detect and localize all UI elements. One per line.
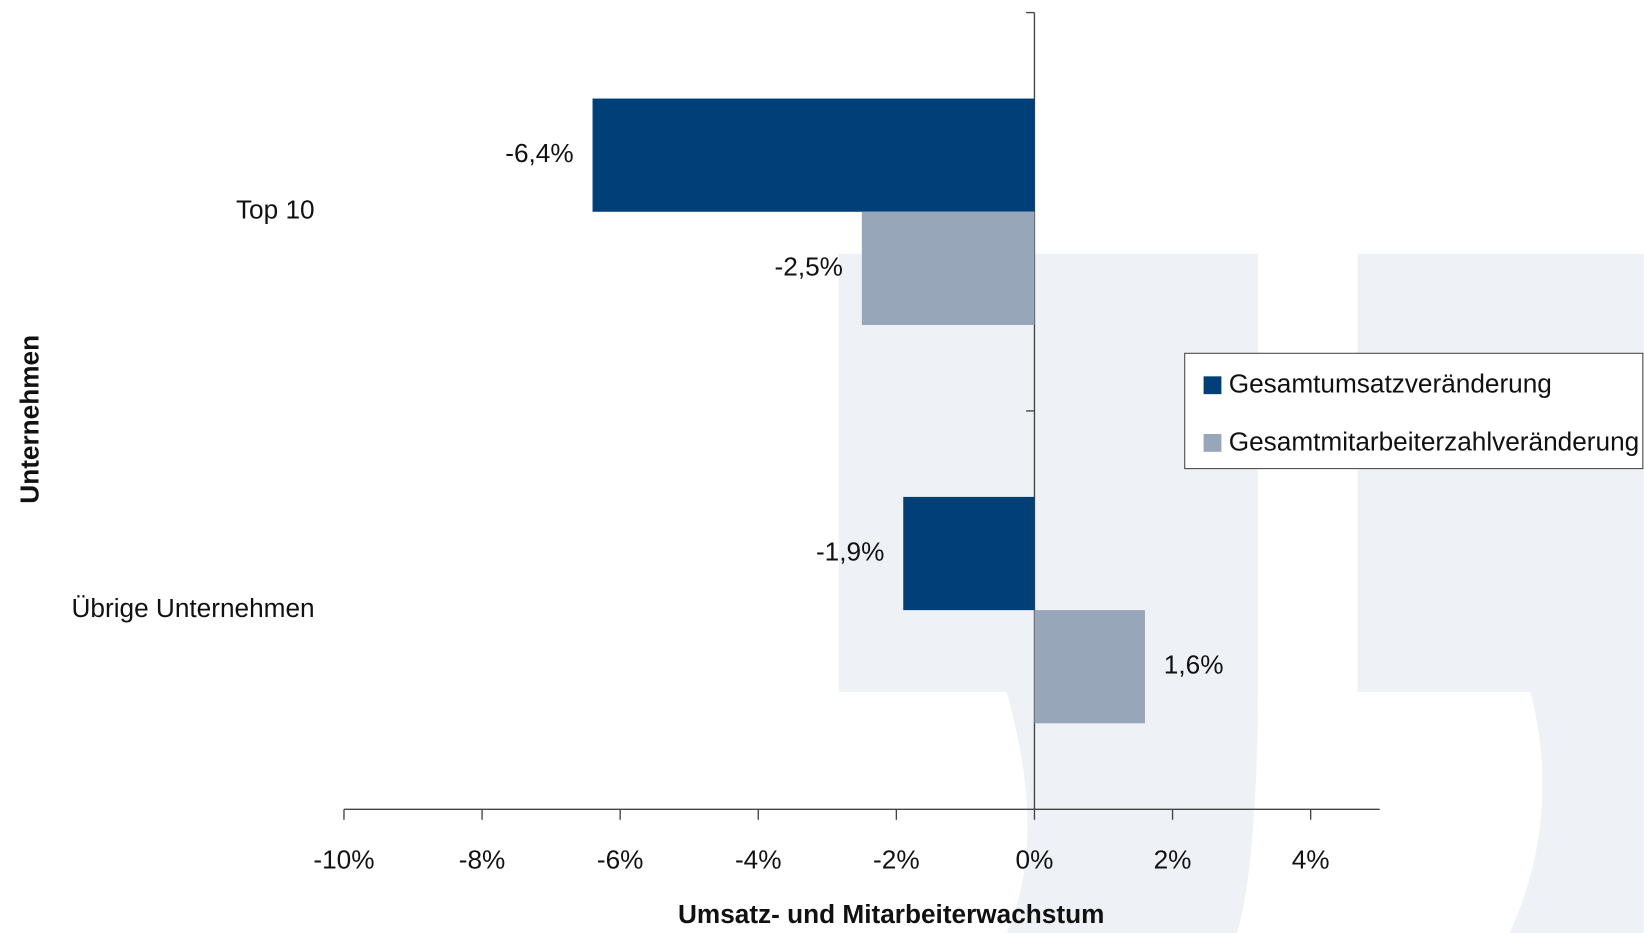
x-tick-label: -10% bbox=[313, 845, 374, 875]
x-tick-label: -6% bbox=[597, 845, 644, 875]
bar bbox=[903, 496, 1035, 611]
data-label: 1,6% bbox=[1164, 650, 1224, 680]
legend-box bbox=[1184, 352, 1644, 470]
legend-swatch bbox=[1203, 376, 1222, 395]
data-label: -6,4% bbox=[505, 138, 573, 168]
y-tick-label: Übrige Unternehmen bbox=[72, 593, 315, 623]
legend-label: Gesamtumsatzveränderung bbox=[1229, 369, 1552, 399]
x-tick-label: -8% bbox=[459, 845, 506, 875]
bar bbox=[592, 98, 1035, 212]
bar bbox=[1034, 610, 1145, 724]
data-label: -1,9% bbox=[816, 536, 884, 566]
y-tick-label: Top 10 bbox=[236, 195, 315, 225]
x-tick-label: -2% bbox=[873, 845, 920, 875]
data-label: -2,5% bbox=[775, 251, 843, 281]
x-tick-label: 4% bbox=[1292, 845, 1330, 875]
x-tick-label: 0% bbox=[1016, 845, 1054, 875]
y-axis-label: Unternehmen bbox=[14, 335, 44, 504]
x-tick-label: -4% bbox=[735, 845, 782, 875]
legend bbox=[1184, 352, 1644, 470]
bar bbox=[861, 211, 1035, 325]
legend-swatch bbox=[1203, 434, 1222, 452]
legend-label: Gesamtmitarbeiterzahlveränderung bbox=[1229, 426, 1639, 456]
x-axis-label: Umsatz- und Mitarbeiterwachstum bbox=[678, 899, 1104, 929]
x-tick-label: 2% bbox=[1154, 845, 1192, 875]
